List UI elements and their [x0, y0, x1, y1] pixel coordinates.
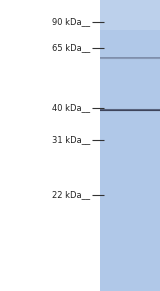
Bar [100, 108, 160, 109]
Bar [100, 112, 160, 113]
Bar [100, 0, 160, 291]
Bar [100, 107, 160, 108]
Bar [100, 109, 160, 110]
Text: 40 kDa__: 40 kDa__ [52, 104, 90, 113]
Text: 22 kDa__: 22 kDa__ [52, 191, 90, 200]
Bar [100, 112, 160, 113]
Bar [100, 110, 160, 111]
Text: 90 kDa__: 90 kDa__ [52, 17, 90, 26]
Bar [100, 110, 160, 111]
Bar [100, 0, 160, 30]
Text: 65 kDa__: 65 kDa__ [52, 43, 90, 52]
Bar [100, 111, 160, 112]
Text: 31 kDa__: 31 kDa__ [52, 136, 90, 145]
